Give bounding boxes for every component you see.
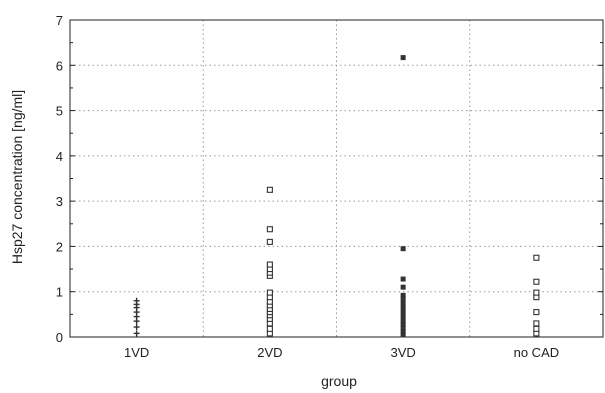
data-point-filled-square bbox=[400, 296, 406, 302]
y-tick-label: 1 bbox=[56, 285, 63, 300]
data-point-filled-square bbox=[400, 246, 406, 252]
data-point-filled-square bbox=[400, 284, 406, 290]
data-point-open-square bbox=[533, 289, 540, 296]
data-point-filled-square bbox=[400, 332, 406, 338]
y-tick-label: 7 bbox=[56, 13, 63, 28]
y-axis-ticks: 0 1 2 3 4 5 6 7 bbox=[56, 13, 603, 345]
y-tick-label: 2 bbox=[56, 239, 63, 254]
y-tick-label: 5 bbox=[56, 104, 63, 119]
data-point-plus bbox=[133, 324, 140, 331]
data-point-filled-square bbox=[400, 55, 406, 61]
data-point-open-square bbox=[266, 289, 273, 296]
data-point-filled-square bbox=[400, 318, 406, 324]
x-tick-label: no CAD bbox=[514, 345, 560, 360]
grid-lines bbox=[70, 20, 603, 337]
data-point-open-square bbox=[533, 278, 540, 285]
data-point-open-square bbox=[533, 325, 540, 332]
data-point-filled-square bbox=[400, 329, 406, 335]
data-point-open-square bbox=[533, 320, 540, 327]
data-point-open-square bbox=[266, 226, 273, 233]
x-tick-label: 2VD bbox=[257, 345, 282, 360]
data-point-plus bbox=[133, 297, 140, 304]
data-point-filled-square bbox=[400, 309, 406, 315]
data-point-filled-square bbox=[400, 300, 406, 306]
x-axis-ticks: 1VD 2VD 3VD no CAD bbox=[124, 332, 559, 360]
data-point-filled-square bbox=[400, 292, 406, 298]
data-point-open-square bbox=[266, 325, 273, 332]
data-point-filled-square bbox=[400, 305, 406, 311]
y-axis-label: Hsp27 concentration [ng/ml] bbox=[9, 90, 25, 264]
y-tick-label: 4 bbox=[56, 149, 63, 164]
y-tick-label: 6 bbox=[56, 58, 63, 73]
y-tick-label: 0 bbox=[56, 330, 63, 345]
x-axis-label: group bbox=[321, 373, 357, 389]
data-point-open-square bbox=[533, 254, 540, 261]
data-point-open-square bbox=[266, 238, 273, 245]
y-tick-label: 3 bbox=[56, 194, 63, 209]
data-point-filled-square bbox=[400, 325, 406, 331]
data-point-filled-square bbox=[400, 321, 406, 327]
data-points bbox=[133, 55, 540, 338]
data-point-open-square bbox=[266, 261, 273, 268]
data-point-filled-square bbox=[400, 314, 406, 320]
data-point-filled-square bbox=[400, 276, 406, 282]
data-point-open-square bbox=[533, 309, 540, 316]
data-point-open-square bbox=[266, 186, 273, 193]
x-tick-label: 1VD bbox=[124, 345, 149, 360]
x-tick-label: 3VD bbox=[390, 345, 415, 360]
data-point-plus bbox=[133, 330, 140, 337]
